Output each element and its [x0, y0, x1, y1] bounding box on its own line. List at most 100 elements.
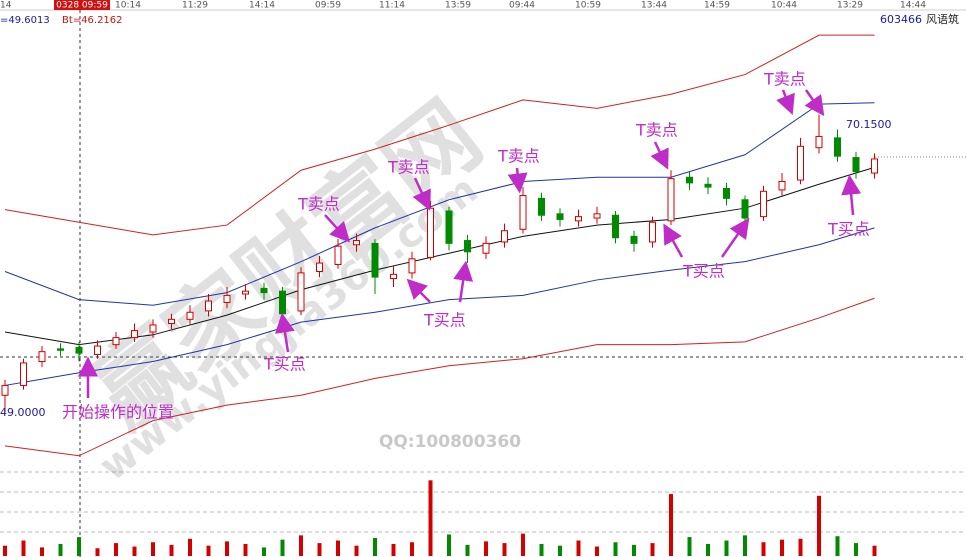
arrow: [804, 89, 825, 117]
candle-body: [168, 318, 175, 325]
band-line: [4, 102, 875, 306]
arrow: [453, 260, 474, 303]
volume-bar: [687, 537, 692, 556]
volume-bar: [761, 542, 766, 556]
candle-body: [723, 188, 730, 199]
candle-body: [686, 176, 693, 184]
candle-body: [834, 137, 841, 157]
candle-body: [316, 262, 323, 272]
sell-label: T卖点: [297, 195, 340, 214]
volume-bar: [669, 494, 673, 556]
candle-body: [408, 258, 416, 274]
candle-body: [852, 157, 860, 173]
volume-bar: [21, 540, 26, 556]
volume-bar: [262, 547, 266, 556]
volume-bar: [317, 543, 322, 556]
candle-body: [94, 345, 101, 355]
candle-body: [519, 195, 527, 230]
candle-body: [778, 180, 786, 191]
volume-bar: [632, 544, 636, 556]
candle-body: [538, 197, 545, 216]
volume-bar: [558, 545, 562, 556]
candle-body: [279, 290, 286, 315]
volume-bar: [40, 547, 44, 556]
background: [0, 9, 966, 557]
volume-bar: [169, 544, 174, 556]
candle-body: [390, 273, 397, 280]
candle-body: [427, 207, 434, 258]
volume-bar: [576, 540, 581, 556]
candle-body: [704, 183, 712, 188]
top-bar: 14 0328 09:59 =49.6013 Bt=46.2162 603466…: [0, 0, 959, 26]
volume-bar: [502, 543, 507, 556]
band-line: [4, 297, 875, 457]
arrow: [406, 278, 431, 303]
volume-bar: [447, 534, 451, 556]
candle-body: [334, 245, 342, 265]
volume-bar: [373, 537, 377, 556]
time-label: 09:44: [509, 1, 535, 11]
buy-label: T买点: [263, 355, 306, 374]
high-label: 70.1500: [846, 118, 892, 131]
volume-bar: [539, 543, 544, 556]
arrow: [650, 141, 669, 170]
time-label: 14:14: [249, 1, 275, 11]
candle-body: [223, 294, 231, 303]
volume-bar: [3, 545, 7, 556]
time-label: 14:44: [900, 1, 926, 11]
volume-bar: [243, 543, 248, 556]
cursor-time: 0328 09:59: [56, 1, 108, 11]
cursor-box: [54, 0, 110, 10]
candle-body: [1, 384, 9, 396]
start-label: 开始操作的位置: [62, 403, 174, 422]
candle-body: [353, 240, 360, 246]
time-label: 10:44: [771, 1, 797, 11]
candle-body: [260, 287, 268, 294]
candle-body: [741, 199, 749, 219]
volume-bar: [58, 543, 63, 556]
volume-bar: [391, 543, 396, 556]
volume-bar: [521, 533, 525, 556]
bt-value: Bt=46.2162: [62, 15, 123, 26]
candle-body: [649, 221, 656, 243]
band-line: [4, 34, 875, 236]
candle-body: [501, 230, 508, 243]
plot: [1, 34, 878, 556]
volume-bar: [484, 541, 488, 556]
time-label: 11:14: [379, 1, 405, 11]
arrow: [507, 167, 528, 194]
volume-bar: [206, 545, 211, 556]
buy-label: T买点: [682, 262, 725, 281]
candle-body: [297, 272, 305, 312]
volume-bar: [225, 541, 229, 556]
volume-bar: [798, 538, 803, 556]
left-value: =49.6013: [0, 15, 50, 26]
candle-body: [797, 145, 804, 181]
candle-body: [57, 348, 64, 351]
time-label: 10:14: [115, 1, 141, 11]
volume-bar: [595, 546, 599, 556]
volume-bar: [613, 542, 618, 556]
volume-bar: [465, 544, 470, 556]
candle-body: [131, 330, 138, 339]
volume-bar: [780, 539, 784, 556]
candle-body: [75, 346, 83, 354]
candle-body: [667, 178, 675, 222]
volume-bar: [706, 543, 710, 556]
time-label: 13:59: [445, 1, 471, 11]
volume-bar: [336, 540, 340, 556]
time-label: 13:44: [641, 1, 667, 11]
candle-body: [760, 190, 767, 218]
watermark-site: 赢家财富网: [72, 81, 500, 449]
volume-bar: [77, 537, 81, 556]
volume-bar: [354, 545, 359, 556]
candle-body: [593, 213, 601, 219]
volume-bar: [280, 539, 285, 556]
volume-bar: [724, 540, 729, 556]
sell-label: T卖点: [763, 70, 806, 89]
arrow: [841, 174, 862, 216]
time-label: 14:59: [704, 1, 730, 11]
arrow: [412, 177, 431, 211]
candle-body: [149, 324, 157, 333]
candle-body: [871, 158, 878, 174]
